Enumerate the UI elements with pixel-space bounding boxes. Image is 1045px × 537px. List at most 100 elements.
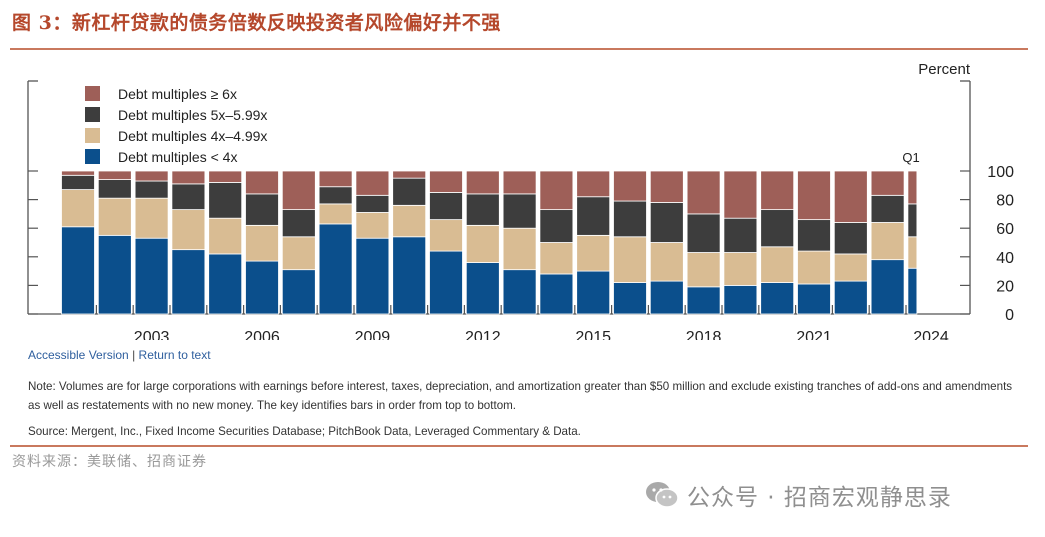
x-axis: 2003 2006 2009 2012 2015 2018 2021 2024: [95, 305, 949, 340]
x-tick-label: 2018: [686, 329, 722, 340]
bar-segment: [613, 236, 647, 283]
bar-segment: [134, 237, 169, 315]
bar-segment: [760, 282, 795, 315]
bar-segment: [539, 209, 574, 243]
bar-segment: [539, 242, 574, 275]
x-tick-label: 2015: [575, 329, 611, 340]
bar-segment: [355, 237, 390, 315]
bar-segment: [907, 236, 918, 269]
x-tick-label: 2012: [465, 329, 501, 340]
y-tick-label: 40: [996, 250, 1014, 267]
bar-segment: [318, 170, 353, 188]
bar-segment: [61, 226, 95, 315]
bar-segment: [171, 249, 206, 315]
top-rule: [10, 48, 1028, 50]
bar-segment: [208, 182, 243, 219]
bar-segment: [392, 170, 427, 179]
wechat-icon: [646, 482, 679, 508]
bar-segment: [686, 213, 721, 253]
bar-segment: [208, 170, 243, 183]
bar-segment: [649, 242, 684, 282]
q1-annotation: Q1: [902, 150, 919, 165]
bar-segment: [539, 170, 574, 211]
legend-label: Debt multiples ≥ 6x: [118, 86, 237, 102]
bar-segment: [134, 180, 169, 199]
bar-segment: [318, 223, 353, 315]
bar-segment: [61, 170, 95, 176]
chart-note: Note: Volumes are for large corporations…: [28, 380, 1013, 412]
bar-segment: [907, 170, 918, 205]
legend-swatch: [85, 149, 100, 164]
legend-label: Debt multiples 5x–5.99x: [118, 107, 267, 123]
bar-segment: [760, 209, 795, 248]
chart: 0 20 40 60 80 100 2003 2006 2009 2012 2015 2018 202…: [27, 61, 1014, 340]
x-tick-label: 2009: [355, 329, 391, 340]
y-axis: 0 20 40 60 80 100: [28, 164, 1014, 324]
bar-segment: [281, 170, 316, 211]
bar-segment: [281, 269, 316, 315]
bar-segment: [907, 203, 918, 238]
bar-segment: [723, 170, 758, 219]
bar-segment: [613, 282, 647, 315]
bottom-rule: [10, 445, 1028, 447]
bar-segment: [723, 217, 758, 253]
bar-segment: [245, 260, 279, 315]
x-tick-label: 2024: [913, 329, 949, 340]
bar-segment: [760, 170, 795, 211]
legend-label: Debt multiples 4x–4.99x: [118, 128, 267, 144]
bar-segment: [723, 252, 758, 286]
bar-segment: [318, 186, 353, 205]
bar-segment: [134, 170, 169, 182]
y-tick-label: 80: [996, 193, 1014, 210]
bar-segment: [245, 193, 279, 226]
bar-segment: [392, 177, 427, 206]
bar-segment: [281, 236, 316, 271]
bar-segment: [649, 280, 684, 315]
bar-segment: [97, 179, 132, 199]
bar-layer: [61, 170, 918, 315]
y-tick-label: 100: [987, 164, 1014, 181]
bar-segment: [833, 253, 868, 282]
bar-segment: [208, 217, 243, 255]
watermark: 公众号 · 招商宏观静思录: [645, 478, 952, 512]
bar-segment: [355, 170, 390, 196]
bar-segment: [502, 269, 537, 315]
bar-segment: [429, 219, 463, 252]
bar-segment: [686, 170, 721, 215]
bar-segment: [97, 234, 132, 315]
source-english: Source: Mergent, Inc., Fixed Income Secu…: [28, 425, 581, 438]
source-chinese: 资料来源：美联储、招商证券: [12, 454, 207, 470]
bar-segment: [465, 193, 500, 226]
bar-segment: [797, 283, 831, 315]
bar-segment: [649, 170, 684, 203]
bar-segment: [429, 192, 463, 221]
return-to-text-link[interactable]: Return to text: [138, 348, 211, 362]
legend-swatch: [85, 107, 100, 122]
bar-segment: [97, 197, 132, 236]
bar-segment: [576, 234, 611, 272]
x-tick-label: 2006: [244, 329, 280, 340]
bar-segment: [686, 252, 721, 288]
bar-segment: [465, 224, 500, 263]
bar-segment: [760, 246, 795, 283]
bar-segment: [392, 204, 427, 238]
bar-segment: [833, 280, 868, 315]
bar-segment: [613, 170, 647, 202]
links-separator: |: [132, 348, 136, 362]
bar-segment: [355, 212, 390, 239]
bar-segment: [576, 196, 611, 236]
figure-title: 图 3：新杠杆贷款的债务倍数反映投资者风险偏好并不强: [12, 12, 501, 34]
bar-segment: [797, 170, 831, 221]
bar-segment: [208, 253, 243, 315]
bar-segment: [723, 284, 758, 315]
bar-segment: [61, 174, 95, 190]
accessible-version-link[interactable]: Accessible Version: [28, 348, 129, 362]
bar-segment: [245, 224, 279, 262]
bar-segment: [613, 200, 647, 238]
bar-segment: [649, 202, 684, 243]
watermark-text: 公众号 · 招商宏观静思录: [687, 485, 952, 511]
bar-segment: [318, 203, 353, 225]
y-axis-label: Percent: [918, 61, 971, 78]
y-tick-label: 60: [996, 221, 1014, 238]
bar-segment: [797, 250, 831, 285]
